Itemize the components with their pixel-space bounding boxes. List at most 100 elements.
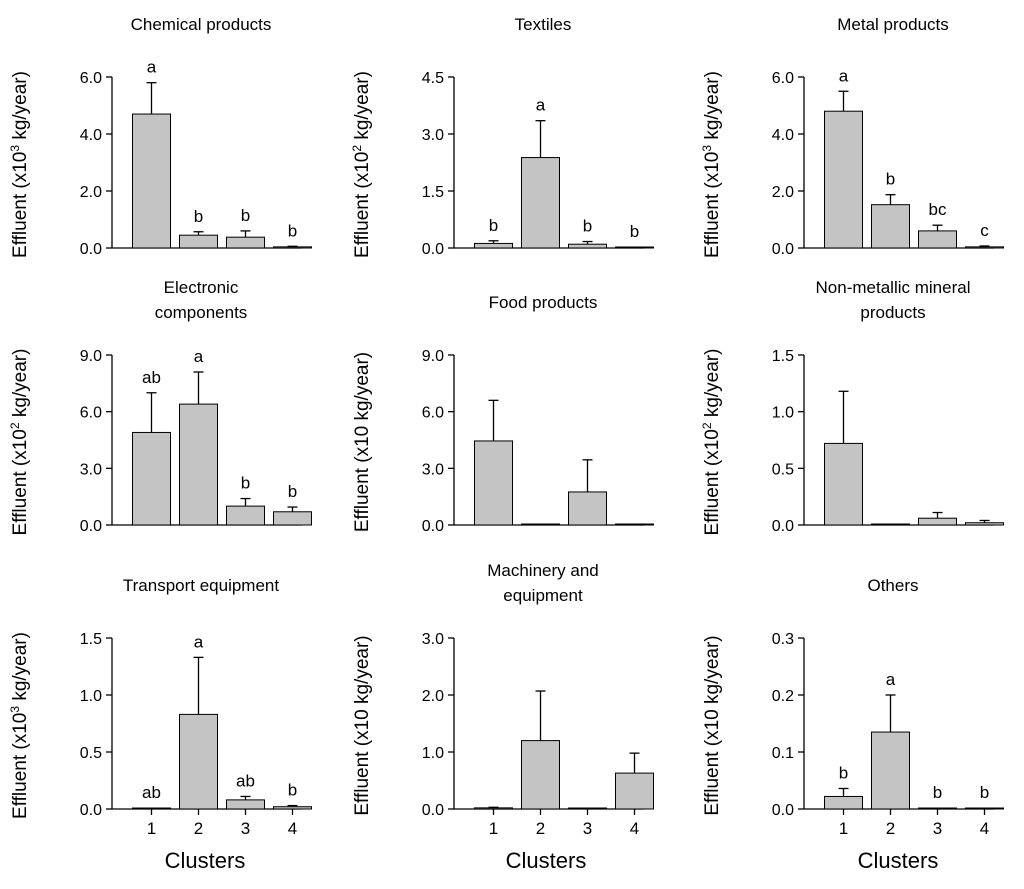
y-tick-label: 0.0	[80, 241, 102, 258]
y-tick-label: 1.0	[422, 745, 444, 762]
y-tick-label: 0.0	[422, 518, 444, 535]
bar-cluster-2	[521, 740, 560, 810]
chart-title-line: Textiles	[515, 15, 572, 34]
y-tick-label: 0.5	[80, 745, 102, 762]
panel-food-products: Food products Effluent (x10 kg/year) 0.0 3.…	[352, 293, 654, 535]
significance-letter: ab	[142, 368, 161, 387]
bar-cluster-4	[965, 807, 1004, 810]
significance-letter: a	[886, 670, 896, 689]
y-tick-label: 6.0	[80, 70, 102, 87]
bar-cluster-3	[568, 243, 607, 249]
y-axis-label-exponent: 3	[8, 145, 22, 152]
bar-cluster-1	[824, 110, 863, 249]
x-axis-label-col3: Clusters	[858, 848, 939, 873]
y-axis-label-prefix: Effluent (x10 kg/year)	[702, 635, 723, 815]
significance-letter: b	[288, 221, 297, 240]
bar-cluster-3	[226, 236, 265, 249]
bar-cluster-1	[474, 440, 513, 526]
x-tick-label: 1	[489, 819, 498, 838]
x-tick-label: 4	[980, 819, 989, 838]
bar-cluster-1	[824, 442, 863, 526]
bar-cluster-4	[965, 246, 1004, 249]
chart-title-line: Others	[867, 576, 918, 595]
significance-letter: a	[194, 632, 204, 651]
chart-title-line: Transport equipment	[123, 576, 280, 595]
bar-cluster-3	[226, 505, 265, 526]
y-tick-label: 3.0	[80, 461, 102, 478]
y-axis-label-prefix: Effluent (x10	[702, 429, 723, 535]
y-axis-label-prefix: Effluent (x10 kg/year)	[352, 635, 373, 815]
y-tick-label: 0.3	[772, 631, 794, 648]
bar-cluster-3	[918, 230, 957, 249]
chart-title-line: Machinery and	[487, 561, 599, 580]
significance-letter: b	[583, 217, 592, 236]
chart-title-line: products	[860, 303, 925, 322]
significance-letter: ab	[236, 771, 255, 790]
chart-title-line: components	[155, 303, 248, 322]
y-axis-label-suffix: kg/year)	[10, 71, 31, 145]
bar-cluster-4	[615, 523, 654, 526]
y-tick-label: 3.0	[422, 127, 444, 144]
y-axis-label-exponent: 3	[700, 145, 714, 152]
significance-letter: a	[194, 347, 204, 366]
y-axis-label-prefix: Effluent (x10	[10, 429, 31, 535]
x-tick-label: 2	[536, 819, 545, 838]
y-tick-label: 1.0	[80, 688, 102, 705]
bar-cluster-3	[226, 799, 265, 810]
y-tick-label: 2.0	[80, 184, 102, 201]
bar-cluster-3	[568, 491, 607, 526]
chart-title-line: equipment	[503, 586, 583, 605]
bar-cluster-2	[179, 234, 218, 249]
bar-cluster-3	[918, 517, 957, 526]
bar-cluster-2	[179, 403, 218, 526]
significance-letter: b	[980, 783, 989, 802]
panel-machinery-and-equipment: Machinery and equipment Effluent (x10 kg/y…	[352, 561, 654, 838]
chart-title-line: Food products	[489, 293, 598, 312]
y-tick-label: 0.2	[772, 688, 794, 705]
significance-letter: ab	[142, 783, 161, 802]
y-axis-label-prefix: Effluent (x10	[352, 152, 373, 258]
y-tick-label: 0.0	[80, 802, 102, 819]
bar-cluster-2	[871, 204, 910, 249]
bar-cluster-1	[474, 242, 513, 249]
x-axis-label-col1: Clusters	[165, 848, 246, 873]
bar-cluster-1	[824, 795, 863, 810]
chart-title-line: Chemical products	[131, 15, 272, 34]
significance-letter: a	[147, 58, 157, 77]
y-tick-label: 1.5	[772, 348, 794, 365]
significance-letter: b	[241, 206, 250, 225]
significance-letter: b	[241, 474, 250, 493]
significance-letter: a	[536, 96, 546, 115]
y-tick-label: 0.0	[80, 518, 102, 535]
significance-letter: c	[980, 221, 989, 240]
y-axis-label: Effluent (x10 kg/year)	[702, 635, 723, 815]
x-tick-label: 1	[147, 819, 156, 838]
chart-title-line: Electronic	[164, 278, 239, 297]
x-axis-label-col2: Clusters	[506, 848, 587, 873]
y-tick-label: 4.0	[80, 127, 102, 144]
y-axis-label-exponent: 2	[700, 422, 714, 429]
y-axis-label: Effluent (x10 kg/year)	[352, 635, 373, 815]
y-tick-label: 3.0	[422, 631, 444, 648]
significance-letter: b	[839, 763, 848, 782]
y-tick-label: 9.0	[422, 348, 444, 365]
y-tick-label: 0.0	[422, 241, 444, 258]
bar-cluster-2	[521, 523, 560, 526]
x-tick-label: 4	[630, 819, 639, 838]
x-tick-label: 3	[933, 819, 942, 838]
chart-title-line: Metal products	[837, 15, 949, 34]
y-tick-label: 3.0	[422, 461, 444, 478]
y-axis-label-exponent: 3	[8, 706, 22, 713]
significance-letter: b	[288, 482, 297, 501]
significance-letter: b	[194, 207, 203, 226]
y-tick-label: 1.0	[772, 405, 794, 422]
significance-letter: a	[839, 66, 849, 85]
x-tick-label: 2	[194, 819, 203, 838]
y-axis-label: Effluent (x102 kg/year)	[8, 349, 31, 536]
significance-letter: bc	[929, 200, 947, 219]
y-tick-label: 4.5	[422, 70, 444, 87]
y-tick-label: 1.5	[422, 184, 444, 201]
significance-letter: b	[933, 783, 942, 802]
